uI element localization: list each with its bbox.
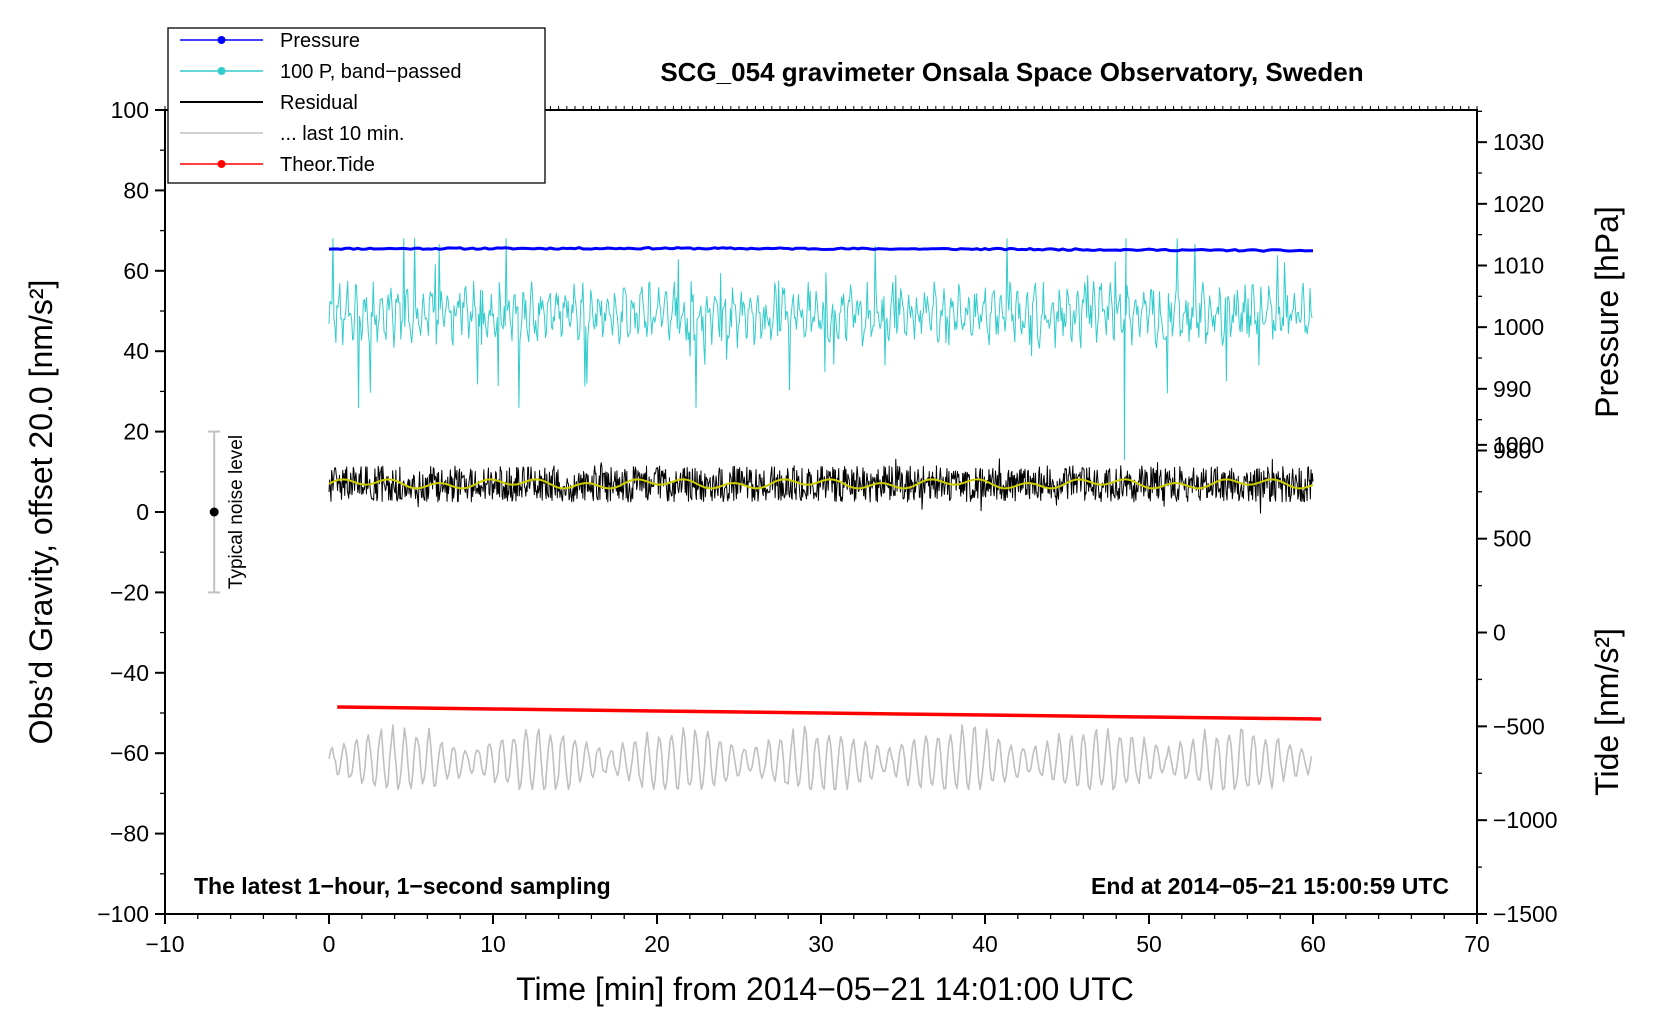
tide-tick-label: 1000	[1493, 432, 1544, 458]
series-pressure-bandpassed	[328, 238, 1313, 461]
legend-label: Theor.Tide	[280, 154, 375, 176]
plot-data-layer	[328, 238, 1322, 791]
series-residual-smoothed	[328, 478, 1314, 490]
x-tick-label: 70	[1464, 931, 1490, 957]
y-tick-label: −100	[97, 901, 149, 927]
legend-marker	[217, 67, 226, 75]
x-tick-label: 20	[644, 931, 670, 957]
pressure-tick-label: 1020	[1493, 191, 1544, 217]
pressure-axis-title: Pressure [hPa]	[1589, 206, 1625, 418]
noise-bar-center-dot	[209, 507, 219, 517]
series-last-10-min	[328, 724, 1313, 791]
x-tick-label: 60	[1300, 931, 1326, 957]
footer-left-note: The latest 1−hour, 1−second sampling	[194, 873, 611, 899]
tide-tick-label: 500	[1493, 526, 1531, 552]
y-tick-label: 60	[123, 258, 149, 284]
footer-right-note: End at 2014−05−21 15:00:59 UTC	[1091, 873, 1449, 899]
noise-level-label: Typical noise level	[226, 435, 247, 589]
pressure-tick-label: 980	[1493, 437, 1531, 463]
plot-frame	[164, 109, 1478, 915]
x-tick-label: 40	[972, 931, 998, 957]
series-residual	[328, 458, 1314, 514]
noise-level-indicator: Typical noise level	[208, 430, 247, 594]
x-tick-label: 30	[808, 931, 834, 957]
tide-tick-label: 0	[1493, 620, 1506, 646]
x-tick-label: 10	[480, 931, 506, 957]
x-tick-label: −10	[145, 931, 184, 957]
tide-axis-title: Tide [nm/s²]	[1589, 628, 1625, 796]
legend-label: Residual	[280, 92, 358, 114]
x-axis-title: Time [min] from 2014−05−21 14:01:00 UTC	[516, 971, 1134, 1007]
y-tick-label: −60	[110, 740, 149, 766]
x-tick-label: 50	[1136, 931, 1162, 957]
pressure-tick-label: 1030	[1493, 129, 1544, 155]
y-tick-label: −20	[110, 579, 149, 605]
y-tick-label: 0	[136, 499, 149, 525]
axis-ticks: −10 0 10 20 30 40 50 60 70100806040200−20−40−60−…	[97, 97, 1557, 957]
series-theoretical-tide	[337, 705, 1322, 721]
y-axis-left-title: Obs’d Gravity, offset 20.0 [nm/s²]	[23, 280, 59, 745]
y-tick-label: 100	[111, 97, 149, 123]
legend-label: 100 P, band−passed	[280, 61, 461, 83]
y-tick-label: 40	[123, 338, 149, 364]
legend-marker	[217, 160, 226, 168]
legend-label: Pressure	[280, 30, 360, 52]
pressure-tick-label: 1000	[1493, 314, 1544, 340]
tide-tick-label: −500	[1493, 713, 1545, 739]
y-tick-label: 80	[123, 177, 149, 203]
series-pressure	[328, 246, 1314, 253]
pressure-tick-label: 1010	[1493, 252, 1544, 278]
y-tick-label: 20	[123, 419, 149, 445]
x-tick-label: 0	[323, 931, 336, 957]
legend: Pressure 100 P, band−passed Residual ... la…	[167, 27, 546, 184]
chart-title: SCG_054 gravimeter Onsala Space Observat…	[660, 57, 1363, 87]
legend-label: ... last 10 min.	[280, 123, 405, 145]
y-tick-label: −80	[110, 821, 149, 847]
pressure-tick-label: 990	[1493, 376, 1531, 402]
tide-tick-label: −1000	[1493, 807, 1558, 833]
tide-tick-label: −1500	[1493, 901, 1558, 927]
legend-marker	[217, 36, 226, 44]
y-tick-label: −40	[110, 660, 149, 686]
legend-box	[167, 27, 546, 184]
